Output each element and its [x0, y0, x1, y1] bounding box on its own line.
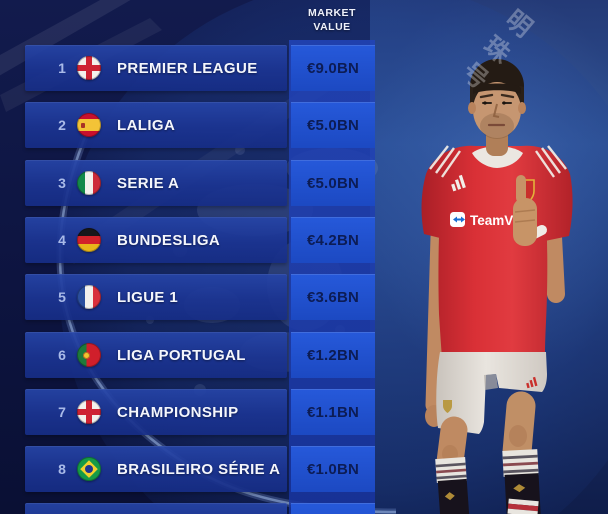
rank-number: 8 [58, 461, 66, 478]
ranking-row: 7 CHAMPIONSHIP €1.1BN [0, 388, 608, 435]
row-bar: 4 BUNDESLIGA [25, 216, 287, 263]
player-head [468, 59, 526, 139]
ranking-row: 3 SERIE A €5.0BN [0, 159, 608, 206]
league-name: LIGA PORTUGAL [117, 346, 246, 364]
rank-number: 3 [58, 174, 66, 191]
adidas-logo [451, 174, 466, 192]
league-name: LIGUE 1 [117, 289, 179, 307]
league-name: BRASILEIRO SÉRIE A [117, 461, 281, 479]
value-box: €1.0BN [291, 446, 375, 493]
ranking-row: 2 LALIGA €5.0BN [0, 102, 608, 149]
shorts-adidas-logo [526, 376, 538, 389]
ranking-row: 6 LIGA PORTUGAL €1.2BN [0, 331, 608, 378]
player-photo: TeamVi [421, 59, 573, 514]
row-bar: 2 LALIGA [25, 102, 287, 149]
flag-icon [77, 56, 101, 80]
row-bar: 8 BRASILEIRO SÉRIE A [25, 446, 287, 493]
rank-number [52, 503, 72, 514]
market-value: €1.2BN [306, 346, 360, 364]
flag-icon [77, 457, 101, 482]
rank-number: 2 [58, 117, 66, 134]
market-value: €5.0BN [306, 117, 360, 135]
league-name: SERIE A [117, 174, 180, 192]
league-name: PREMIER LEAGUE [117, 60, 258, 77]
flag-icon [77, 113, 101, 138]
rank-number: 1 [58, 60, 66, 76]
row-bar: 3 SERIE A [25, 159, 287, 206]
sponsor-logo [450, 212, 465, 227]
player-collar [472, 146, 523, 168]
value-box: €5.0BN [291, 102, 375, 149]
ranking-row: 1 PREMIER LEAGUE €9.0BN [0, 45, 608, 91]
league-name: CHAMPIONSHIP [117, 403, 239, 421]
shorts-crest [443, 400, 452, 413]
market-value: €9.0BN [306, 60, 360, 77]
market-value: €1.1BN [306, 403, 360, 421]
player-left-arm [425, 228, 448, 414]
market-value-header-line2: VALUE [313, 20, 351, 33]
market-value-header-line1: MARKET [308, 7, 356, 19]
ranking-row: 4 BUNDESLIGA €4.2BN [0, 216, 608, 263]
row-bar: 5 LIGUE 1 [25, 274, 287, 321]
rank-number: 7 [58, 403, 66, 420]
market-value: €5.0BN [306, 174, 360, 192]
league-name: BUNDESLIGA [117, 231, 221, 249]
value-box: €5.0BN [291, 159, 375, 206]
market-value: €3.6BN [306, 289, 360, 307]
flag-icon [77, 227, 101, 252]
player-shorts [436, 352, 547, 434]
value-box: €4.2BN [291, 216, 375, 263]
flag-icon [77, 170, 101, 195]
row-bar: 7 CHAMPIONSHIP [25, 388, 287, 435]
ranking-row-partial [0, 503, 608, 514]
value-box: €1.1BN [291, 388, 375, 435]
row-bar: 1 PREMIER LEAGUE [25, 45, 287, 91]
market-value [291, 503, 375, 514]
rank-number: 4 [58, 231, 66, 248]
market-value: €4.2BN [306, 231, 360, 249]
value-box: €9.0BN [291, 45, 375, 91]
value-box: €3.6BN [291, 274, 375, 321]
row-bar: 6 LIGA PORTUGAL [25, 331, 287, 378]
flag-icon [77, 342, 101, 367]
rank-number: 5 [58, 289, 66, 306]
flag-icon [77, 399, 101, 424]
market-value-header: MARKET VALUE [289, 7, 375, 34]
value-box [291, 503, 375, 514]
value-box: €1.2BN [291, 331, 375, 378]
sponsor-text: TeamVi [470, 213, 517, 228]
rank-number: 6 [58, 346, 66, 363]
ranking-row: 5 LIGUE 1 €3.6BN [0, 274, 608, 321]
league-name: LALIGA [117, 117, 176, 135]
thumbs-up-hand [513, 175, 547, 246]
player-legs [436, 391, 536, 476]
row-bar [25, 503, 287, 514]
player-jersey: TeamVi [421, 145, 573, 364]
market-value: €1.0BN [306, 461, 360, 479]
player-socks [435, 449, 541, 514]
ranking-row: 8 BRASILEIRO SÉRIE A €1.0BN [0, 446, 608, 493]
flag-icon [77, 285, 101, 310]
